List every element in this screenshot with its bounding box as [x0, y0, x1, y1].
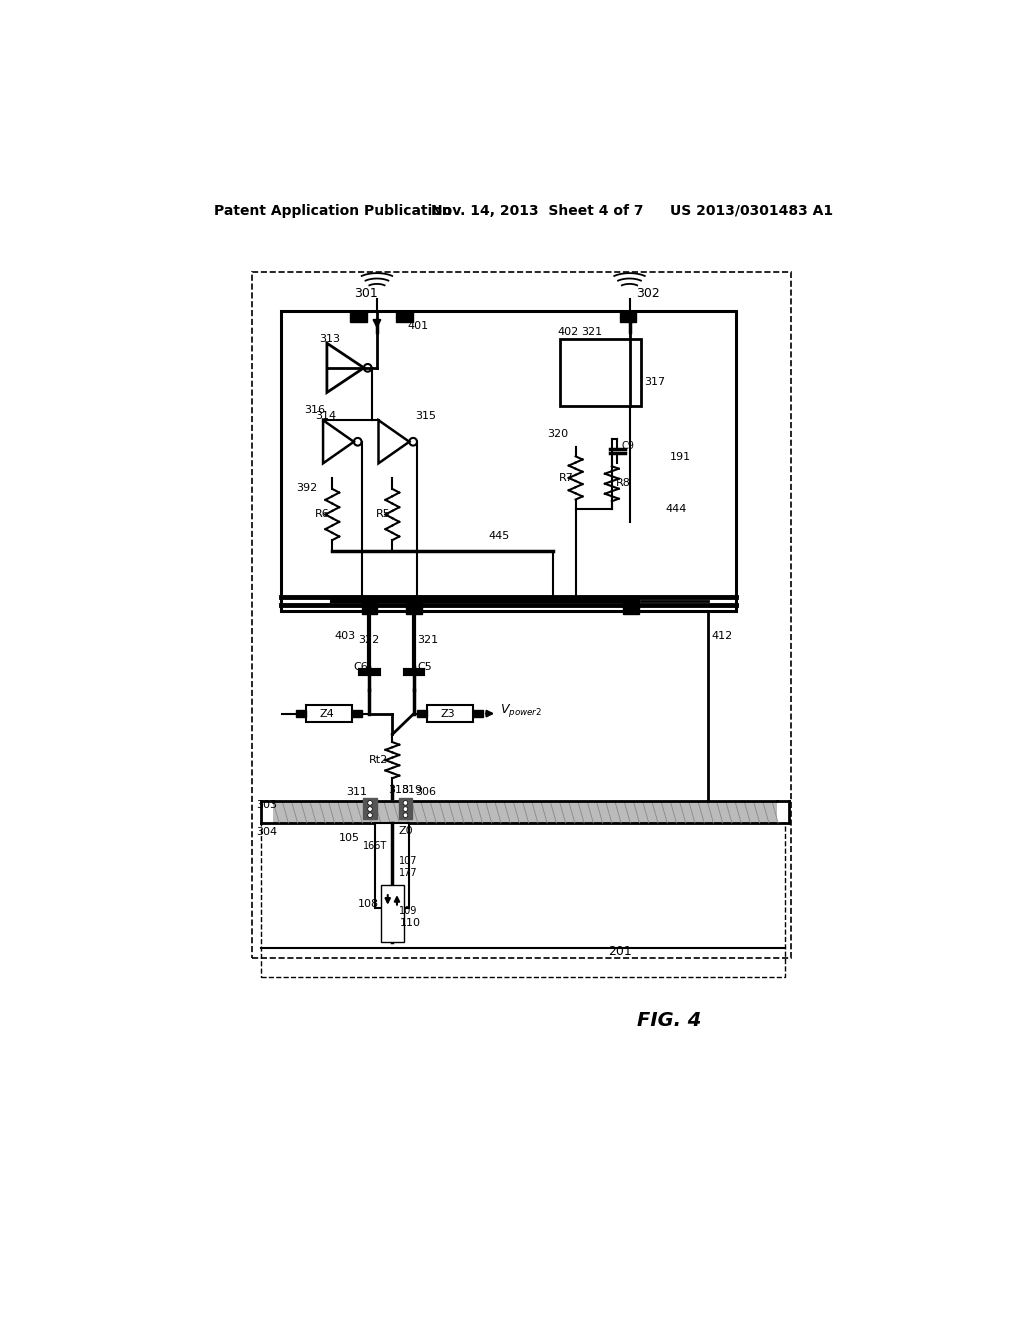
Text: 304: 304 [256, 828, 278, 837]
Text: 320: 320 [547, 429, 568, 440]
Text: 302: 302 [636, 286, 659, 300]
Bar [261, 822, 785, 977]
Text: US 2013/0301483 A1: US 2013/0301483 A1 [670, 203, 833, 218]
Text: R5: R5 [376, 510, 390, 519]
Bar [361, 595, 377, 614]
Bar [352, 710, 362, 717]
Text: $V_{power2}$: $V_{power2}$ [500, 702, 543, 719]
Bar [313, 405, 457, 482]
Bar [331, 318, 431, 352]
Text: C9: C9 [621, 441, 634, 450]
Text: C6: C6 [354, 661, 369, 672]
Bar [560, 339, 641, 407]
Text: 201: 201 [608, 945, 632, 958]
Bar [407, 595, 422, 614]
Text: R7: R7 [559, 473, 573, 483]
Text: 444: 444 [666, 504, 687, 513]
Bar [364, 797, 377, 818]
Circle shape [403, 800, 408, 805]
Text: 401: 401 [408, 321, 429, 331]
Text: Z0: Z0 [398, 825, 413, 836]
Bar [306, 705, 352, 722]
Bar [624, 595, 639, 614]
Text: 303: 303 [256, 800, 278, 810]
Text: 321: 321 [417, 635, 438, 644]
Text: 313: 313 [319, 334, 340, 343]
Bar [381, 884, 403, 942]
Text: 402: 402 [558, 326, 580, 337]
Text: 445: 445 [488, 531, 510, 541]
Text: Patent Application Publication: Patent Application Publication [214, 203, 452, 218]
Bar [296, 710, 306, 717]
Text: Nov. 14, 2013  Sheet 4 of 7: Nov. 14, 2013 Sheet 4 of 7 [431, 203, 643, 218]
Text: FIG. 4: FIG. 4 [637, 1011, 701, 1031]
Bar [398, 797, 413, 818]
Text: Z4: Z4 [319, 709, 334, 718]
Text: R8: R8 [615, 478, 631, 488]
Text: 177: 177 [398, 869, 417, 878]
Text: 107: 107 [398, 857, 417, 866]
Text: 105: 105 [339, 833, 359, 843]
Text: Rt2: Rt2 [370, 755, 388, 764]
Circle shape [368, 813, 373, 817]
Circle shape [403, 813, 408, 817]
Text: 319: 319 [401, 785, 423, 795]
Bar [282, 312, 736, 611]
Text: 311: 311 [346, 787, 368, 797]
Bar [350, 312, 367, 322]
Text: 318: 318 [388, 785, 410, 795]
Bar [553, 429, 676, 521]
Text: 321: 321 [581, 326, 602, 337]
Circle shape [368, 807, 373, 812]
Text: Z3: Z3 [440, 709, 455, 718]
Text: 412: 412 [712, 631, 733, 640]
Text: 191: 191 [670, 453, 690, 462]
Text: 109: 109 [398, 907, 417, 916]
Text: 315: 315 [415, 412, 435, 421]
Bar [396, 312, 413, 322]
Bar [620, 312, 637, 322]
Text: 316: 316 [304, 405, 325, 416]
Text: 301: 301 [354, 286, 378, 300]
Text: 108: 108 [357, 899, 379, 908]
Text: 314: 314 [315, 412, 337, 421]
Text: 306: 306 [416, 787, 436, 797]
Circle shape [368, 800, 373, 805]
Bar [427, 705, 473, 722]
Bar [608, 318, 650, 352]
Text: 392: 392 [296, 483, 317, 492]
Text: C5: C5 [417, 661, 432, 672]
Text: 166T: 166T [364, 841, 387, 851]
Bar [376, 822, 410, 908]
Text: 322: 322 [357, 635, 379, 644]
Text: 110: 110 [400, 917, 421, 928]
Text: R6: R6 [315, 510, 330, 519]
Bar [273, 801, 777, 822]
Bar [417, 710, 427, 717]
Bar [252, 272, 792, 958]
Bar [473, 710, 483, 717]
Circle shape [403, 807, 408, 812]
Text: 317: 317 [644, 376, 666, 387]
Text: 403: 403 [335, 631, 355, 640]
